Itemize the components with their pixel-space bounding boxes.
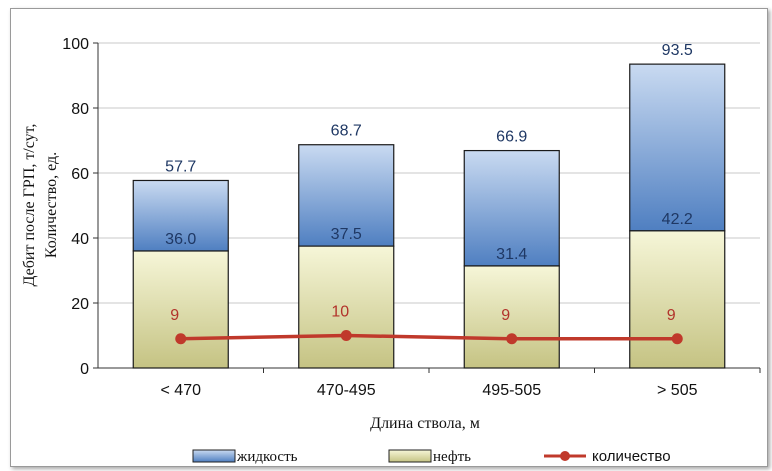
count-point xyxy=(340,330,352,341)
y-tick-label: 60 xyxy=(71,166,89,183)
count-point xyxy=(175,333,187,345)
y-tick-label: 0 xyxy=(80,361,89,378)
data-label-count: 9 xyxy=(170,307,179,324)
x-tick-label: 470-495 xyxy=(317,382,376,399)
legend: жидкость нефть количество xyxy=(192,448,671,465)
bars: 57.7 36.0 68.7 37.5 66.9 31.4 93.5 42.2 xyxy=(132,42,726,369)
legend-label-oil: нефть xyxy=(433,449,471,465)
legend-swatch-liquid xyxy=(192,449,236,463)
count-series: 9 10 9 9 xyxy=(170,304,683,345)
y-tick-label: 80 xyxy=(71,101,89,118)
data-label-liquid: 68.7 xyxy=(331,123,362,140)
x-tick-label: 495-505 xyxy=(482,382,541,399)
data-label-oil: 42.2 xyxy=(662,211,693,228)
bar-liquid xyxy=(629,63,726,232)
count-point xyxy=(671,333,683,345)
y-axis-title-line-1: Дебит после ГРП, т/сут, xyxy=(21,124,38,287)
data-label-count: 9 xyxy=(501,307,510,324)
x-axis-title: Длина ствола, м xyxy=(370,415,480,432)
data-label-oil: 31.4 xyxy=(496,246,527,263)
bar-oil xyxy=(629,230,726,369)
legend-swatch-oil xyxy=(388,449,432,463)
y-axis-title-line-2: Количество, ед. xyxy=(43,152,60,258)
count-point xyxy=(506,333,518,345)
x-tick-label: > 505 xyxy=(657,382,698,399)
bar-oil xyxy=(298,245,395,369)
data-label-liquid: 93.5 xyxy=(662,42,693,59)
data-label-oil: 37.5 xyxy=(331,226,362,243)
bar-oil xyxy=(132,250,229,369)
y-axis-title: Дебит после ГРП, т/сут, Количество, ед. xyxy=(21,124,60,287)
data-label-liquid: 57.7 xyxy=(165,158,196,175)
y-tick-label: 40 xyxy=(71,231,89,248)
bar-oil xyxy=(463,265,560,369)
bar-liquid xyxy=(463,149,560,267)
legend-marker-count xyxy=(560,451,570,461)
legend-label-liquid: жидкость xyxy=(236,449,298,465)
data-label-oil: 36.0 xyxy=(165,231,196,248)
data-label-count: 10 xyxy=(331,304,349,321)
y-tick-label: 100 xyxy=(62,36,89,53)
y-tick-label: 20 xyxy=(71,296,89,313)
legend-label-count: количество xyxy=(592,448,671,465)
y-tick-labels: 0 20 40 60 80 100 xyxy=(62,36,98,378)
data-label-count: 9 xyxy=(667,307,676,324)
data-label-liquid: 66.9 xyxy=(496,129,527,146)
count-line xyxy=(180,333,678,341)
bar-liquid xyxy=(298,144,395,247)
x-tick-label: < 470 xyxy=(161,382,202,399)
x-tick-labels: < 470 470-495 495-505 > 505 xyxy=(161,368,761,399)
